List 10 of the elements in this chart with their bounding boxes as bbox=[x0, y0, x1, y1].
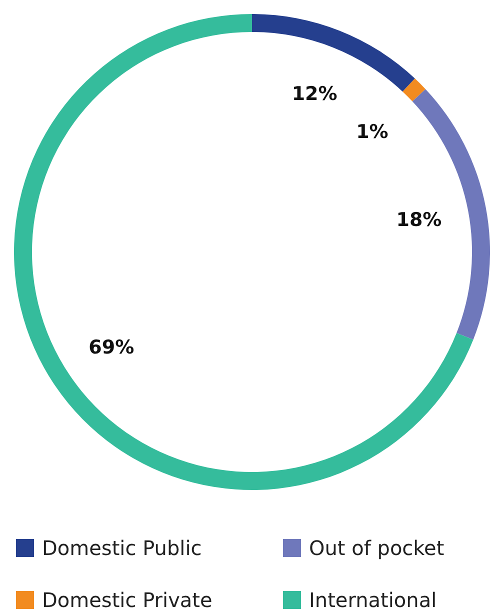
legend-label: Out of pocket bbox=[309, 536, 444, 560]
data-label: 18% bbox=[396, 209, 442, 232]
data-label: 69% bbox=[88, 336, 134, 359]
data-label: 1% bbox=[356, 120, 388, 143]
legend-label: Domestic Private bbox=[42, 588, 212, 612]
donut-slice bbox=[14, 14, 474, 490]
data-label: 12% bbox=[292, 82, 338, 105]
donut-slice bbox=[402, 78, 426, 102]
legend-label: Domestic Public bbox=[42, 536, 202, 560]
legend-label: International bbox=[309, 588, 437, 612]
